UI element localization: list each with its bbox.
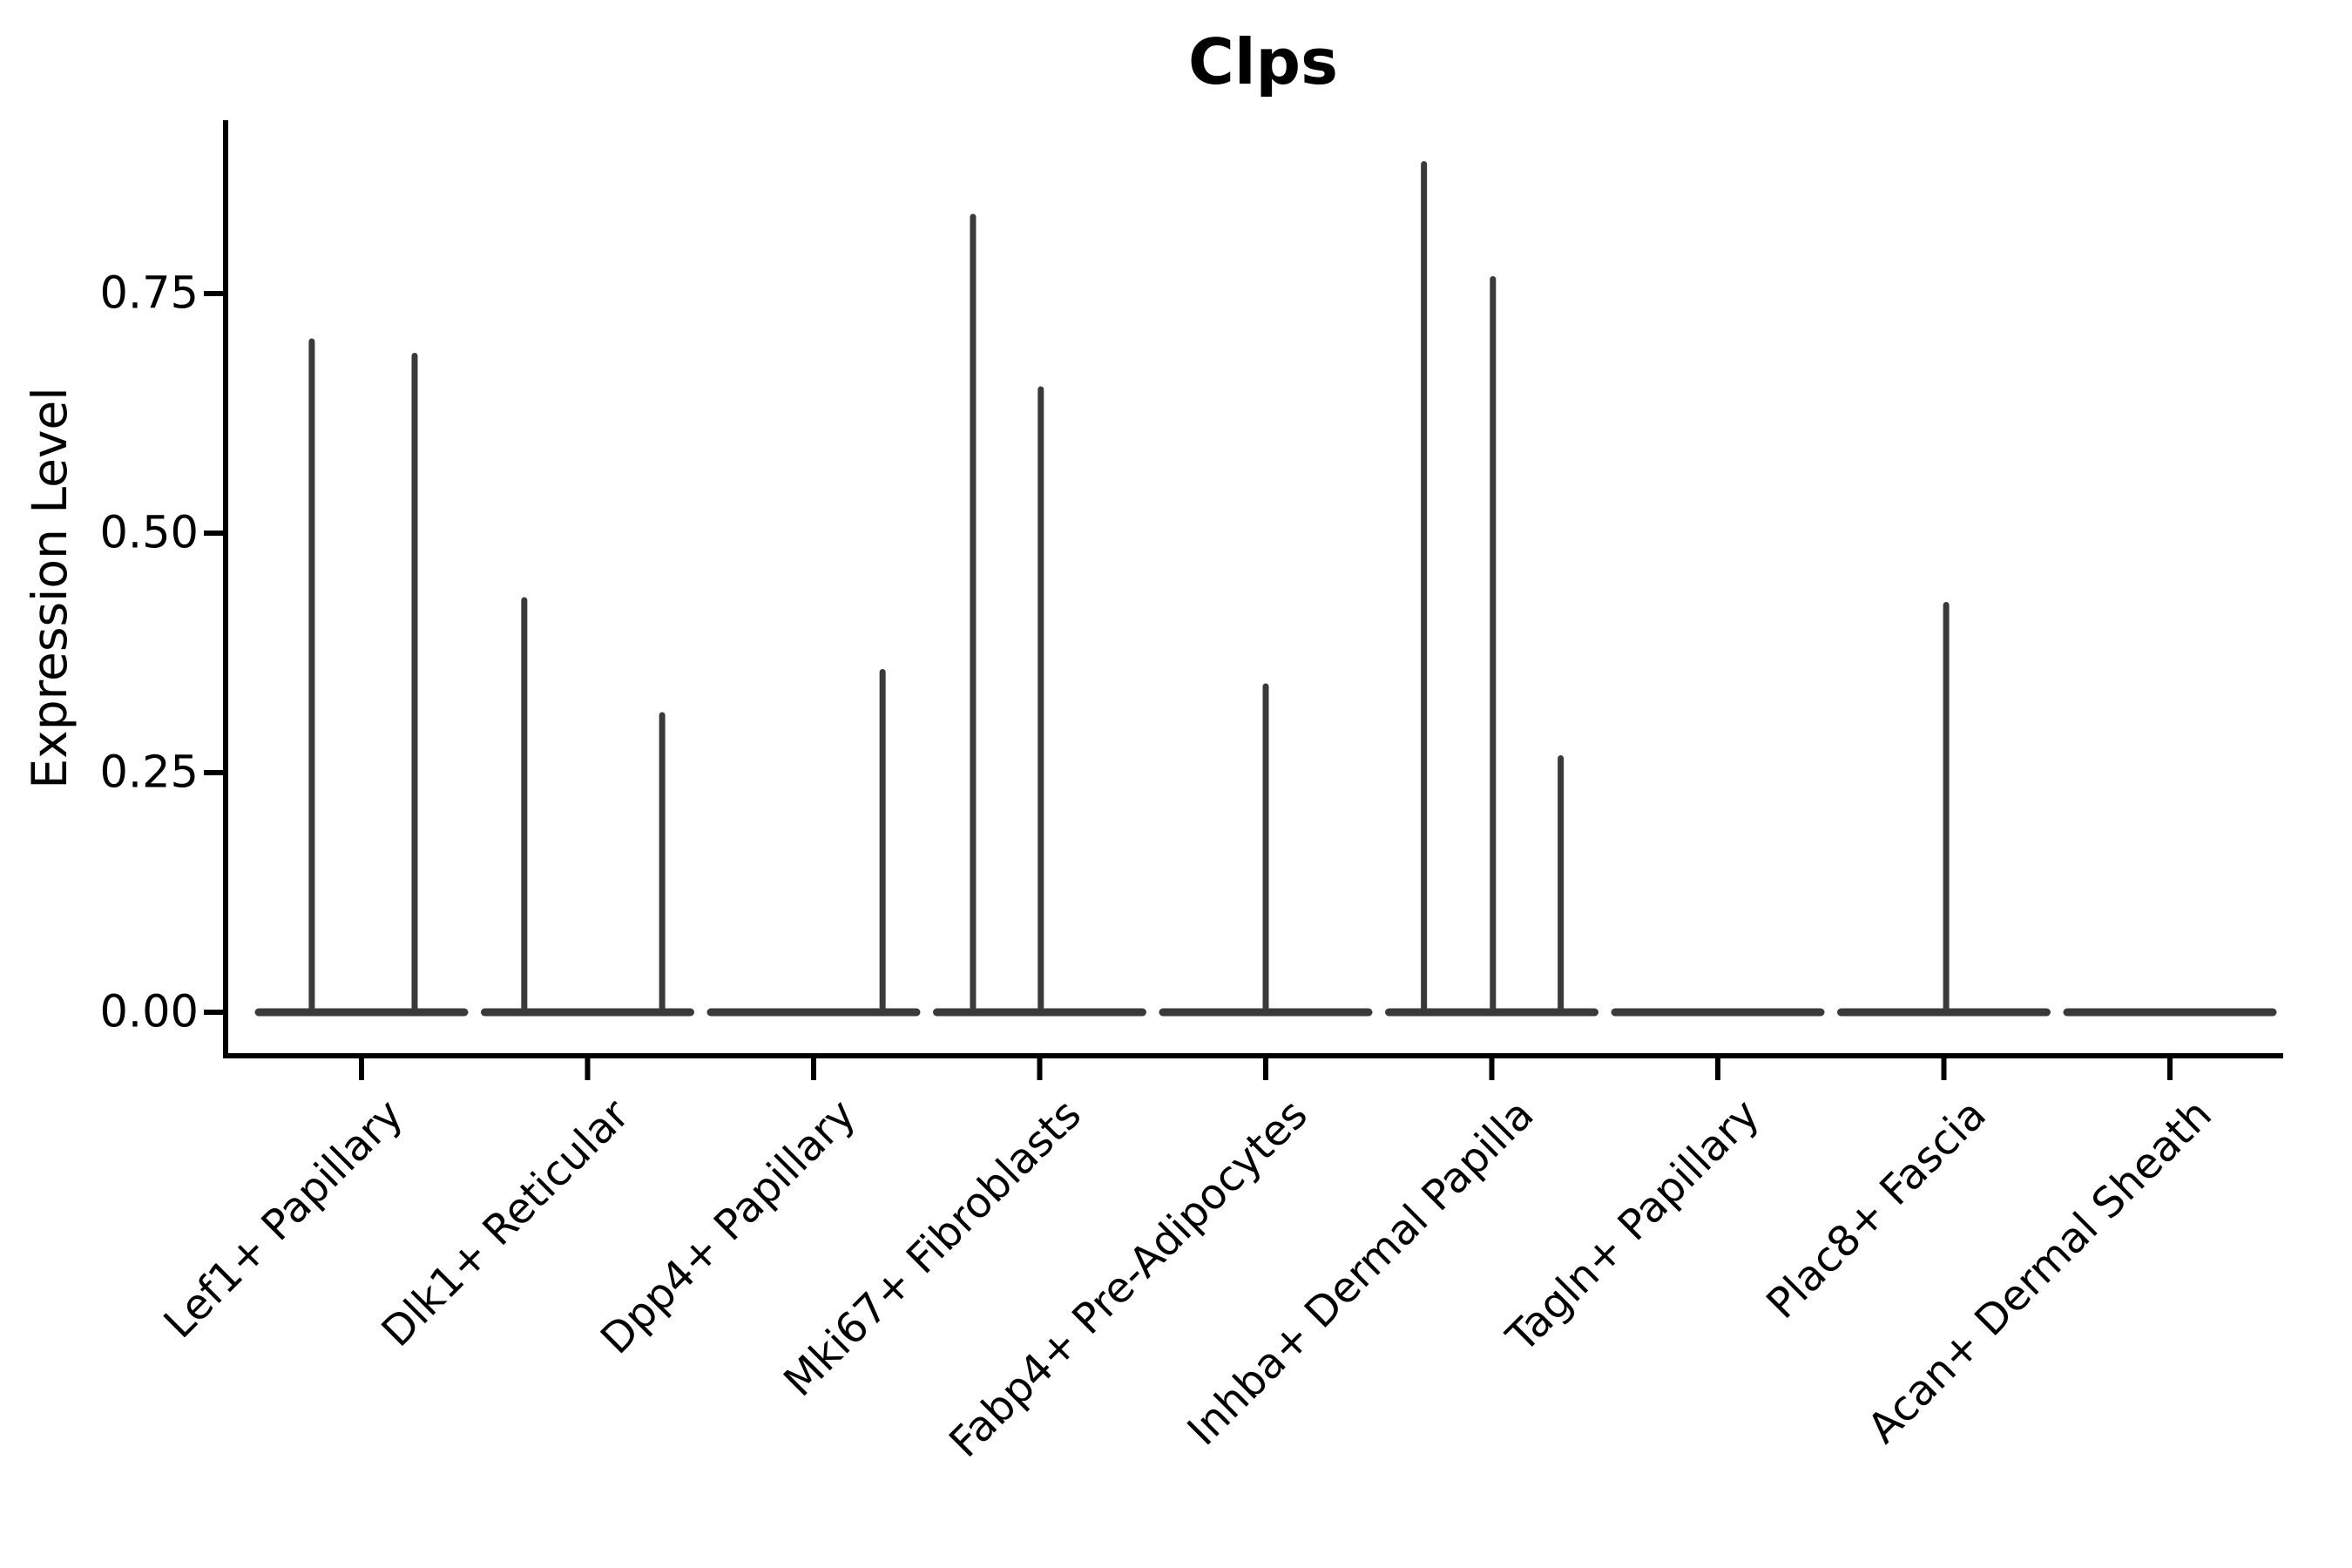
y-tick-label: 0.00 (99, 986, 199, 1038)
y-tick-label: 0.25 (99, 747, 199, 799)
chart-title: Clps (1188, 25, 1338, 98)
y-axis-label: Expression Level (22, 387, 78, 789)
y-tick-label: 0.75 (99, 267, 199, 320)
y-tick-label: 0.50 (99, 507, 199, 559)
